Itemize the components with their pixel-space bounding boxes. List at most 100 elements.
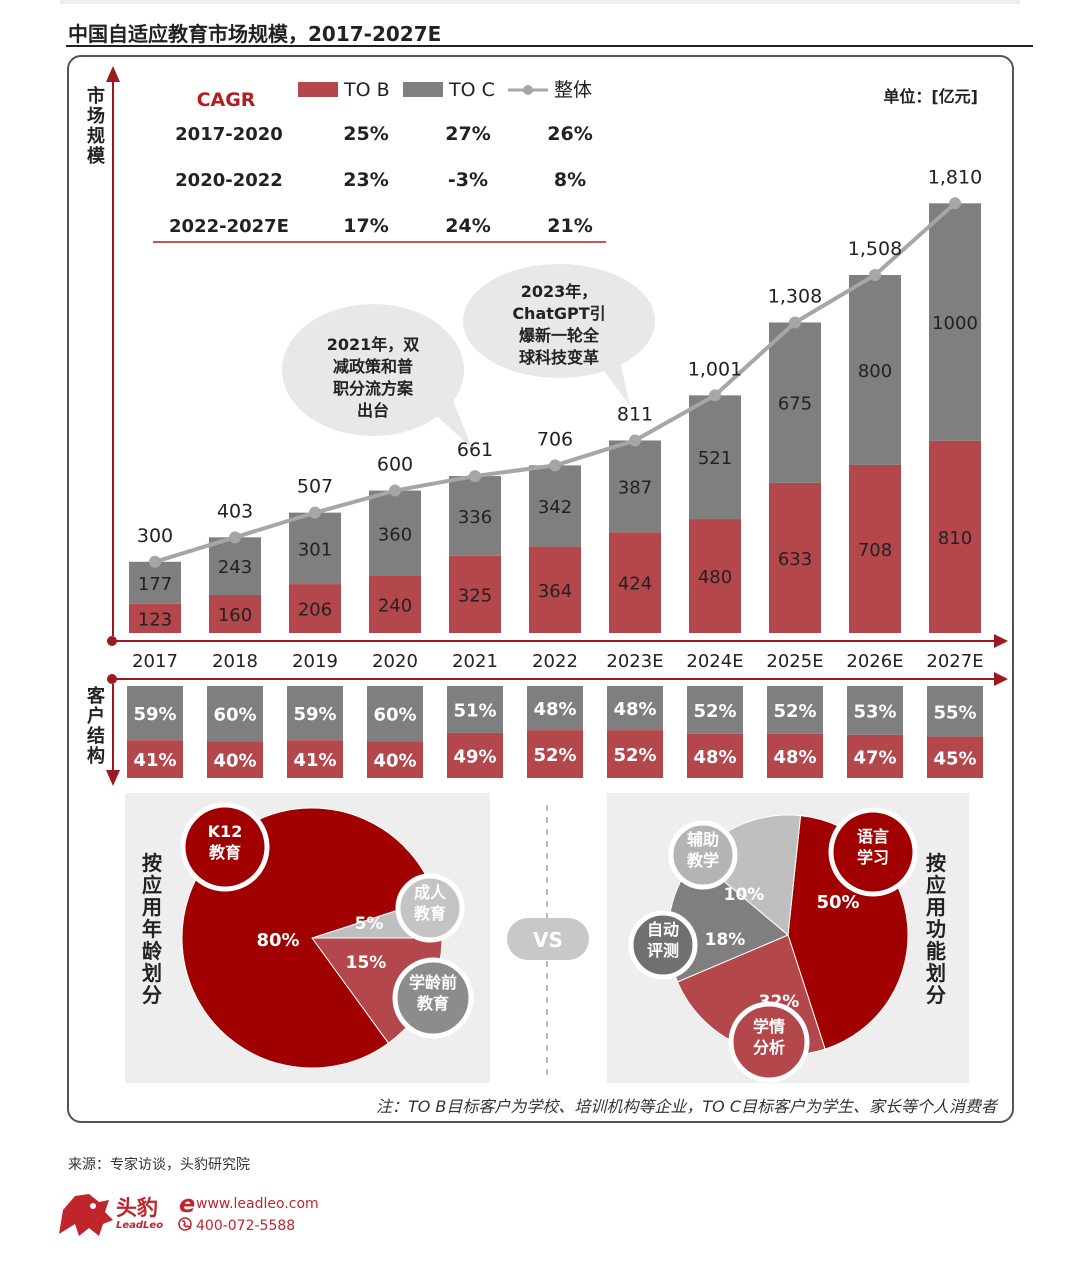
y-axis-label-char: 规: [87, 126, 105, 147]
struct-label-tob: 48%: [693, 747, 736, 768]
struct-label-toc: 59%: [133, 704, 176, 725]
brand-phone: 400-072-5588: [196, 1218, 296, 1234]
bubble-text: 教育: [417, 994, 449, 1013]
bar-toc: [129, 561, 181, 604]
x-tick-label: 2018: [212, 651, 258, 672]
structure-down-arrow-icon: [106, 770, 120, 786]
legend-swatch-tob: [298, 82, 338, 97]
y-axis-label-char: 模: [87, 145, 106, 167]
bar-toc: [849, 275, 901, 465]
bar-label-tob: 480: [698, 567, 732, 588]
struct-bar-tob: [207, 741, 263, 778]
svg-text:e: e: [179, 1190, 195, 1218]
bar-label-tob: 424: [618, 574, 652, 595]
total-point-label: 403: [217, 500, 253, 522]
bubble-text: 学习: [857, 848, 889, 867]
struct-label-toc: 48%: [533, 699, 576, 720]
legend-marker-total: [523, 85, 533, 95]
callout-text: 爆新一轮全: [519, 326, 600, 345]
bubble-circle: [392, 957, 474, 1039]
bar-label-toc: 336: [458, 507, 492, 528]
bar-toc: [289, 512, 341, 585]
total-point-label: 661: [457, 439, 493, 461]
struct-label-tob: 52%: [533, 745, 576, 766]
struct-label-toc: 52%: [693, 701, 736, 722]
struct-bar-toc: [847, 686, 903, 735]
footnote: 注：TO B目标客户为学校、培训机构等企业，TO C目标客户为学生、家长等个人消…: [376, 1097, 999, 1116]
total-point-label: 811: [617, 403, 653, 425]
x-tick-label: 2021: [452, 651, 498, 672]
pie-left-title-char: 应: [142, 873, 162, 897]
struct-label-toc: 48%: [613, 699, 656, 720]
struct-bar-tob: [447, 732, 503, 778]
struct-bar-toc: [527, 686, 583, 731]
struct-bar-toc: [767, 686, 823, 734]
pie-right-title-char: 应: [926, 873, 946, 897]
bar-tob: [849, 464, 901, 633]
cagr-period: 2020-2022: [175, 170, 283, 191]
struct-label-toc: 52%: [773, 701, 816, 722]
bubble-text: 成人: [414, 883, 447, 902]
bar-toc: [609, 440, 661, 533]
legend-label-total: 整体: [554, 79, 592, 101]
brand-name: 头豹: [116, 1196, 158, 1220]
struct-bar-toc: [687, 686, 743, 734]
source-text: 来源：专家访谈，头豹研究院: [68, 1157, 250, 1173]
total-point-label: 706: [537, 428, 573, 450]
cagr-total: 8%: [554, 169, 586, 191]
brand-site-link[interactable]: www.leadleo.com: [196, 1196, 319, 1212]
total-point: [949, 197, 961, 210]
brand-latin: LeadLeo: [116, 1220, 164, 1231]
struct-label-toc: 60%: [213, 705, 256, 726]
bubble-text: K12: [208, 822, 243, 841]
structure-label-char: 客: [87, 685, 106, 707]
cagr-period: 2022-2027E: [169, 216, 289, 237]
total-point: [149, 555, 161, 568]
bar-label-toc: 800: [858, 361, 892, 382]
y-axis-arrow-icon: [106, 66, 120, 82]
total-point: [389, 484, 401, 497]
cagr-title: CAGR: [197, 89, 256, 111]
bar-tob: [449, 555, 501, 633]
bubble-text: 评测: [647, 941, 679, 960]
pie-right-title-char: 分: [926, 983, 946, 1007]
bubble-text: 教育: [414, 904, 446, 923]
struct-bar-tob: [687, 733, 743, 778]
struct-label-tob: 52%: [613, 745, 656, 766]
pie-left-title-char: 分: [142, 983, 162, 1007]
y-axis-label-char: 市: [87, 85, 105, 107]
callout-text: 职分流方案: [333, 379, 414, 398]
struct-bar-toc: [287, 686, 343, 741]
cagr-tob: 23%: [343, 169, 388, 191]
total-point: [869, 269, 881, 282]
title-rule: [66, 45, 1033, 47]
x-tick-label: 2019: [292, 651, 338, 672]
bar-toc: [689, 395, 741, 520]
callout-text: 2023年，: [521, 282, 598, 301]
bubble-text: 教育: [209, 843, 241, 862]
bubble-text: 自动: [647, 920, 679, 939]
bubble-circle: [668, 820, 738, 890]
total-point: [469, 470, 481, 483]
x-tick-label: 2026E: [846, 651, 903, 672]
page-title: 中国自适应教育市场规模，2017-2027E: [68, 22, 442, 46]
x-tick-label: 2025E: [766, 651, 823, 672]
struct-label-tob: 41%: [293, 750, 336, 771]
callout-tail: [596, 352, 630, 406]
cagr-period: 2017-2020: [175, 124, 283, 145]
y-axis-label-char: 场: [87, 106, 105, 127]
axis-origin-dot: [107, 636, 117, 646]
struct-label-tob: 49%: [453, 746, 496, 767]
bar-tob: [529, 546, 581, 633]
struct-label-toc: 59%: [293, 704, 336, 725]
legend-swatch-toc: [403, 82, 443, 97]
struct-label-toc: 55%: [933, 702, 976, 723]
struct-label-tob: 48%: [773, 747, 816, 768]
pie-right-title-char: 用: [926, 895, 946, 919]
leadleo-logo-icon: e: [59, 1190, 195, 1236]
pie-label-language: 50%: [816, 892, 859, 913]
